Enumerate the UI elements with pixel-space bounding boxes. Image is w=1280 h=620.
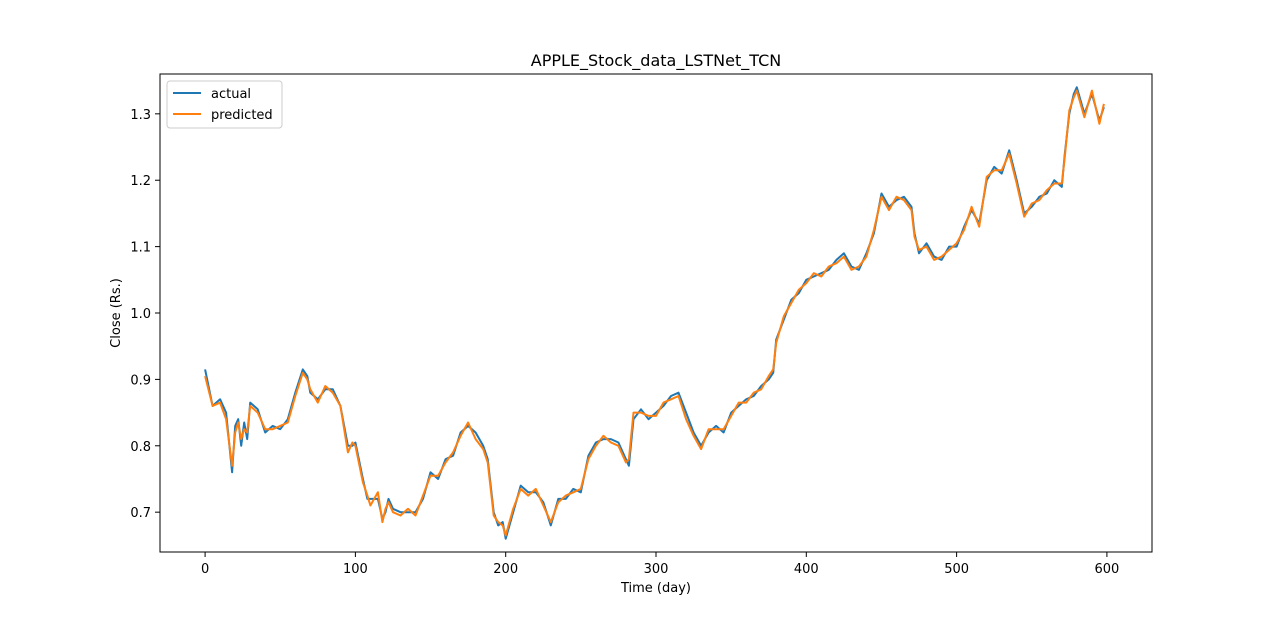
x-tick-label: 300 bbox=[644, 562, 669, 577]
x-tick-label: 500 bbox=[944, 562, 969, 577]
y-tick-label: 0.7 bbox=[130, 506, 151, 521]
y-tick-label: 1.2 bbox=[130, 174, 151, 189]
y-tick-label: 0.9 bbox=[130, 373, 151, 388]
y-tick-label: 1.1 bbox=[130, 241, 151, 256]
plot-area bbox=[159, 73, 1153, 553]
x-tick-label: 100 bbox=[343, 562, 368, 577]
y-tick-label: 0.8 bbox=[130, 440, 151, 455]
y-tick-label: 1.3 bbox=[130, 108, 151, 123]
legend-label-actual: actual bbox=[211, 87, 251, 102]
series-line-predicted bbox=[204, 89, 1105, 537]
x-tick-label: 200 bbox=[493, 562, 518, 577]
y-axis: 0.7 0.8 0.9 1.0 1.1 1.2 1.3 bbox=[130, 108, 160, 521]
x-axis: 0 100 200 300 400 500 600 bbox=[201, 552, 1119, 577]
x-tick-label: 400 bbox=[794, 562, 819, 577]
x-tick-label: 0 bbox=[201, 562, 209, 577]
x-axis-label: Time (day) bbox=[620, 581, 691, 596]
y-tick-label: 1.0 bbox=[130, 307, 151, 322]
series-lines bbox=[204, 86, 1105, 540]
chart-title: APPLE_Stock_data_LSTNet_TCN bbox=[531, 51, 782, 71]
x-tick-label: 600 bbox=[1094, 562, 1119, 577]
legend: actual predicted bbox=[166, 80, 283, 129]
legend-label-predicted: predicted bbox=[211, 108, 273, 123]
y-axis-label: Close (Rs.) bbox=[109, 278, 124, 348]
